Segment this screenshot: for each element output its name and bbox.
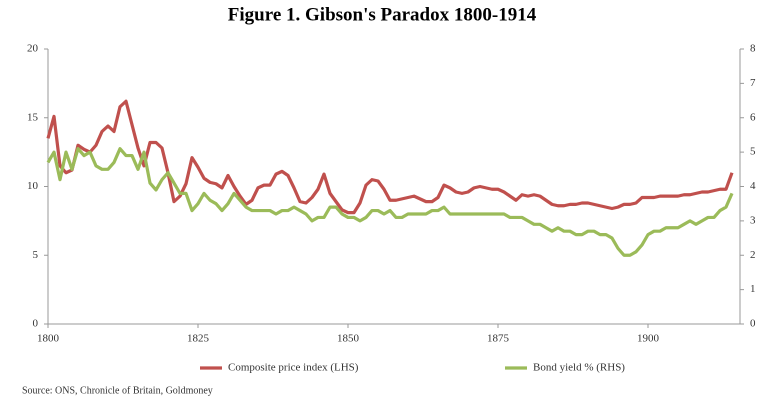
x-tick-label: 1850 [337,333,360,345]
x-tick-label: 1800 [37,333,60,345]
y2-tick-label: 4 [750,180,756,192]
series-line [46,147,734,257]
y2-tick-label: 7 [750,77,756,89]
x-tick-label: 1825 [187,333,210,345]
series-line [46,99,734,215]
y2-tick-label: 6 [750,111,756,123]
legend-label: Bond yield % (RHS) [533,362,625,374]
chart-title: Figure 1. Gibson's Paradox 1800-1914 [228,4,537,25]
x-tick-label: 1875 [487,333,510,345]
x-tick-label: 1900 [637,333,660,345]
y-tick-label: 15 [27,111,39,123]
y2-tick-label: 1 [750,283,756,295]
legend-label: Composite price index (LHS) [228,362,359,374]
y-tick-label: 20 [27,43,39,55]
y2-tick-label: 3 [750,214,756,226]
y2-tick-label: 5 [750,146,756,158]
source-note: Source: ONS, Chronicle of Britain, Goldm… [22,385,213,396]
y-tick-label: 10 [27,180,39,192]
y2-tick-label: 8 [750,43,756,55]
y2-tick-label: 2 [750,249,756,261]
y-tick-label: 0 [33,318,39,330]
y2-tick-label: 0 [750,318,756,330]
y-tick-label: 5 [33,249,39,261]
